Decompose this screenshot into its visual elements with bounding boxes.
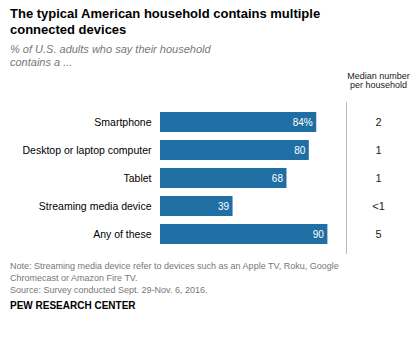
html-text:PEW RESEARCH CENTER: PEW RESEARCH CENTER xyxy=(10,300,136,311)
html-text:Note: Streaming media device r: Note: Streaming media device refer to de… xyxy=(10,261,339,271)
svg-text:Streaming media device: Streaming media device xyxy=(39,200,152,212)
svg-text:5: 5 xyxy=(375,228,381,240)
html-text:Chromecast or Amazon Fire TV.: Chromecast or Amazon Fire TV. xyxy=(10,273,138,283)
svg-text:Tablet: Tablet xyxy=(123,172,151,184)
svg-text:1: 1 xyxy=(375,144,381,156)
svg-text:Median numberper household: Median numberper household xyxy=(347,71,410,90)
svg-text:68: 68 xyxy=(272,173,284,184)
svg-text:84%: 84% xyxy=(293,117,313,128)
svg-text:1: 1 xyxy=(375,172,381,184)
svg-text:Smartphone: Smartphone xyxy=(94,116,151,128)
html-text:The typical American household: The typical American household contains … xyxy=(10,6,321,38)
svg-text:80: 80 xyxy=(294,145,306,156)
svg-text:Any of these: Any of these xyxy=(93,228,152,240)
svg-text:Desktop or laptop computer: Desktop or laptop computer xyxy=(23,144,152,156)
svg-text:<1: <1 xyxy=(372,200,385,212)
svg-text:2: 2 xyxy=(375,116,381,128)
svg-text:90: 90 xyxy=(313,229,325,240)
html-text:% of U.S. adults who say their: % of U.S. adults who say their household… xyxy=(10,42,211,69)
html-text:Source: Survey conducted Sept.: Source: Survey conducted Sept. 29-Nov. 6… xyxy=(10,285,208,295)
svg-text:39: 39 xyxy=(218,201,230,212)
